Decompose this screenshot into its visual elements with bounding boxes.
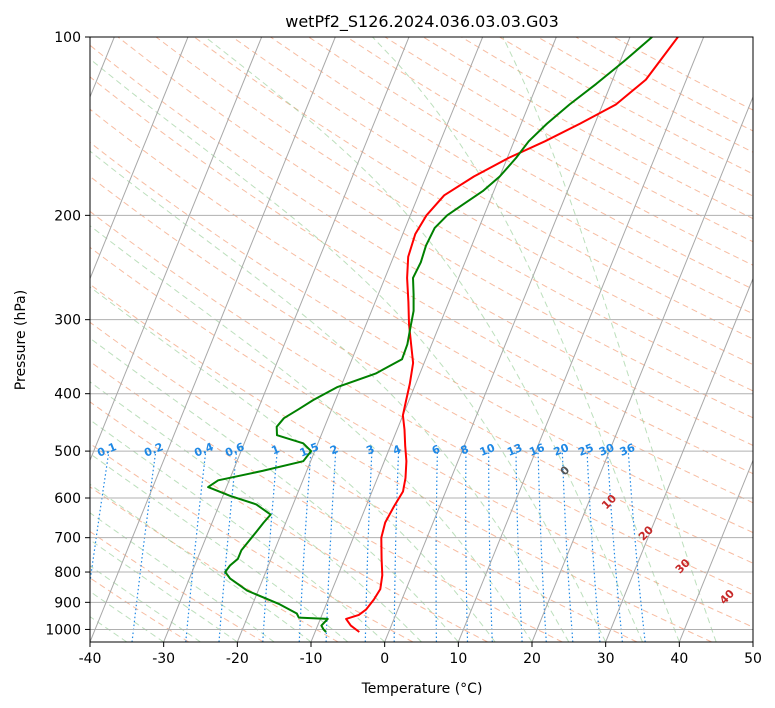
y-tick-label: 100 xyxy=(54,30,81,46)
dry-adiabat-line xyxy=(90,321,638,642)
mixing-ratio-line xyxy=(218,451,238,642)
mixing-ratio-label: 10 xyxy=(478,441,497,459)
dry-adiabat-line xyxy=(155,37,753,392)
isotherm-line xyxy=(678,458,753,642)
y-tick-label: 800 xyxy=(54,565,81,581)
y-tick-label: 1000 xyxy=(45,622,81,638)
plot-frame xyxy=(89,36,754,643)
x-tick-label: 10 xyxy=(449,651,467,667)
x-axis-label: Temperature (°C) xyxy=(361,681,483,697)
x-tick-label: 50 xyxy=(744,651,762,667)
isotherm-line xyxy=(90,37,263,462)
y-tick-label: 400 xyxy=(54,387,81,403)
x-tick-label: -10 xyxy=(300,651,323,667)
dry-adiabat-line xyxy=(90,175,753,564)
moist-adiabat-line xyxy=(90,58,607,642)
x-tick-label: 20 xyxy=(523,651,541,667)
mixing-ratio-label: 36 xyxy=(618,441,637,459)
isotherm-line xyxy=(236,37,484,642)
moist-adiabat-line xyxy=(90,419,386,642)
mixing-ratio-line xyxy=(627,451,646,642)
dry-adiabat-line xyxy=(308,37,753,290)
isotherm-line xyxy=(384,37,631,642)
moist-adiabat-line xyxy=(90,539,238,642)
dewpoint-profile-line xyxy=(207,37,653,633)
dry-adiabat-line xyxy=(90,401,488,642)
mixing-ratio-label: 8 xyxy=(459,442,471,457)
y-tick-label: 700 xyxy=(54,531,81,547)
dry-adiabat-line xyxy=(90,246,753,628)
mixing-ratio-line xyxy=(185,451,207,642)
mixing-ratio-label: 13 xyxy=(505,441,524,459)
mixing-ratio-line xyxy=(606,451,623,642)
dry-adiabat-line xyxy=(90,530,264,642)
isotherm-line xyxy=(310,37,557,642)
x-tick-label: 30 xyxy=(597,651,615,667)
moist-adiabat-line xyxy=(502,37,717,642)
x-axis-ticks: -40 -30 -20 -10 0 10 20 30 40 50 xyxy=(79,642,762,667)
moist-adiabat-line xyxy=(90,150,570,642)
moist-adiabat-line xyxy=(90,286,496,642)
moist-adiabat-line xyxy=(90,590,164,642)
isotherm-line xyxy=(90,37,336,642)
dry-adiabat-line xyxy=(193,37,753,366)
mixing-ratio-label: 3 xyxy=(364,442,376,457)
dry-adiabat-line xyxy=(90,108,753,504)
dry-adiabat-line xyxy=(90,210,753,596)
y-tick-label: 200 xyxy=(54,208,81,224)
x-tick-label: 0 xyxy=(380,651,389,667)
dry-adiabat-line xyxy=(90,76,753,475)
x-tick-label: -40 xyxy=(79,651,102,667)
y-tick-label: 500 xyxy=(54,444,81,460)
temperature-profile-line xyxy=(345,37,679,633)
dry-adiabat-line xyxy=(270,37,753,315)
mixing-ratio-line xyxy=(90,451,110,587)
moist-adiabat-line xyxy=(90,512,275,642)
dry-adiabat-line xyxy=(90,360,563,642)
isotherm-line xyxy=(457,37,705,642)
isotherm-line xyxy=(605,277,753,642)
moist-adiabat-line xyxy=(90,453,349,642)
plot-area: -100-90-80-70-60-50-40-30-20-100.10.20.4… xyxy=(90,37,753,642)
mixing-ratio-label: 20 xyxy=(552,441,571,459)
moist-adiabat-line xyxy=(90,225,533,642)
moist-adiabat-line xyxy=(372,37,680,642)
isotherm-line xyxy=(163,37,410,642)
mixing-ratio-label: 1 xyxy=(269,443,281,458)
mixing-ratio-label: 30 xyxy=(597,441,616,459)
moist-adiabat-line xyxy=(90,381,422,642)
isotherm-line xyxy=(90,37,189,280)
grid-lines xyxy=(90,37,753,630)
mixing-ratio-label: 25 xyxy=(576,441,595,459)
mixing-ratio-label: 16 xyxy=(527,441,546,459)
y-axis-ticks: 100 200 300 400 500 600 700 800 900 1000 xyxy=(45,30,90,638)
y-tick-label: 600 xyxy=(54,491,81,507)
moist-adiabats xyxy=(90,37,717,642)
mixing-ratio-label: 2 xyxy=(328,442,340,457)
x-tick-label: 40 xyxy=(670,651,688,667)
profile-series xyxy=(207,37,679,633)
dry-adiabat-line xyxy=(90,141,753,534)
moist-adiabat-line xyxy=(204,37,643,642)
y-tick-label: 900 xyxy=(54,595,81,611)
y-tick-label: 300 xyxy=(54,313,81,329)
chart-title: wetPf2_S126.2024.036.03.03.G03 xyxy=(285,12,559,32)
x-tick-label: -30 xyxy=(152,651,175,667)
x-tick-label: -20 xyxy=(226,651,249,667)
y-axis-label: Pressure (hPa) xyxy=(13,290,29,390)
moist-adiabat-line xyxy=(90,565,201,642)
skewed-isotherms xyxy=(90,37,753,642)
isotherm-line xyxy=(531,95,753,642)
